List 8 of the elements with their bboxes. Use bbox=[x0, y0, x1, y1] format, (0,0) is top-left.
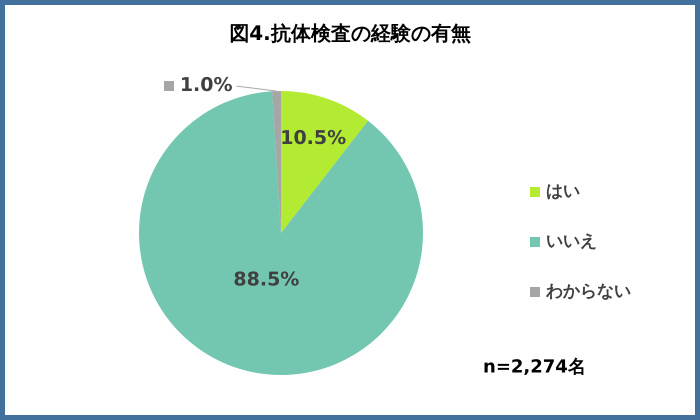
legend-label: わからない bbox=[545, 281, 631, 302]
legend-label: いいえ bbox=[546, 231, 597, 252]
text: n=2,274名 bbox=[483, 356, 586, 378]
data-label: 88.5% bbox=[233, 268, 300, 290]
chart-title: 図4.抗体検査の経験の有無 bbox=[229, 21, 471, 46]
data-label: 1.0% bbox=[180, 74, 233, 96]
legend-label: はい bbox=[546, 181, 580, 202]
data-label: 10.5% bbox=[280, 126, 346, 149]
